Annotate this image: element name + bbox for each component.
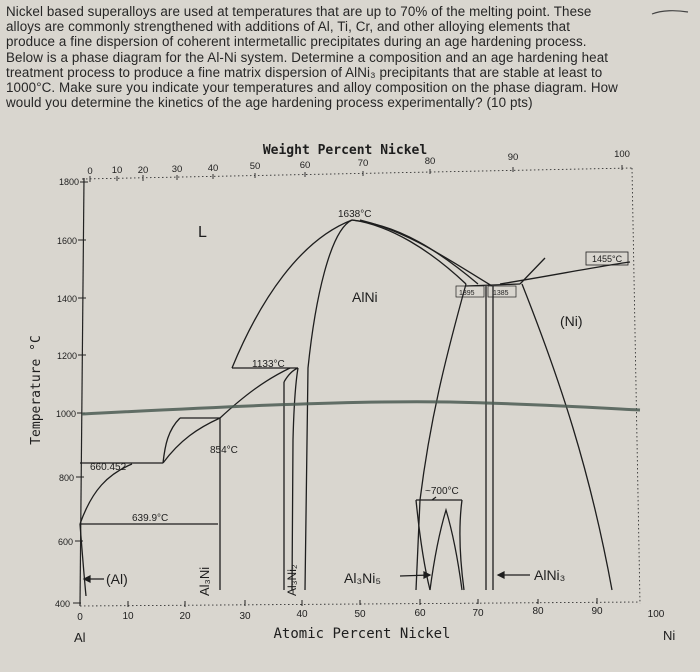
annotation-1638: 1638°C (338, 209, 371, 220)
top-tick-label: 10 (112, 165, 123, 176)
left-element-label: Al (74, 630, 86, 645)
bottom-tick-label: 60 (414, 608, 426, 619)
bottom-tick-label: 70 (472, 608, 484, 619)
y-tick-marks (73, 181, 88, 604)
top-tick-label: 50 (250, 161, 261, 172)
liquidus-al3ni2 (219, 367, 291, 419)
top-tick-label: 80 (425, 156, 436, 167)
top-tick-label: 20 (138, 165, 149, 176)
bottom-tick-label: 90 (591, 606, 603, 617)
y-tick-label: 600 (58, 537, 73, 547)
bottom-tick-label: 0 (77, 612, 83, 623)
question-line: alloys are commonly strengthened with ad… (6, 19, 571, 35)
bottom-tick-marks (127, 598, 598, 607)
y-tick-label: 400 (55, 599, 70, 609)
pencil-1000c-line (81, 400, 641, 416)
question-line: produce a fine dispersion of coherent in… (6, 34, 587, 50)
annotation-1455: 1455°C (592, 254, 623, 264)
al-solvus (79, 523, 87, 597)
bottom-tick-label: 80 (532, 606, 544, 617)
phase-label-alni: AlNi (352, 289, 378, 305)
bottom-tick-label: 40 (296, 609, 308, 620)
al3ni5-right-curve (459, 499, 465, 591)
phase-boundaries (79, 219, 631, 597)
annotation-1395: 1395 (459, 290, 475, 297)
annotation-660: 660.452 (90, 462, 127, 473)
y-tick-label: 1200 (57, 351, 77, 361)
top-tick-labels: 0 10 20 30 40 50 60 70 80 90 100 (87, 149, 630, 177)
top-axis-title: Weight Percent Nickel (263, 143, 427, 158)
question-line: 1000°C. Make sure you indicate your temp… (6, 80, 618, 96)
top-tick-label: 90 (508, 152, 519, 163)
alni-left-boundary (304, 219, 353, 591)
top-tick-label: 0 (87, 166, 92, 177)
question-line: Below is a phase diagram for the Al-Ni s… (6, 49, 609, 65)
phase-label-al: (Al) (106, 571, 128, 587)
y-tick-label: 1600 (57, 236, 77, 246)
al3ni5-dome (429, 507, 463, 591)
liquidus-alni-left (231, 219, 353, 369)
question-line: treatment process to produce a fine matr… (6, 64, 603, 80)
annotation-1133: 1133°C (252, 359, 285, 370)
phase-label-alni3: AlNi₃ (534, 567, 565, 583)
phase-label-al3ni5: Al₃Ni₅ (344, 570, 381, 586)
right-axis (631, 167, 641, 605)
annotation-700: ~700°C (425, 486, 459, 497)
phase-label-liquid: L (198, 224, 207, 241)
phase-label-al3ni2: Al₃Ni₂ (285, 564, 299, 596)
label-arrows (82, 496, 530, 583)
alni-solidus-right (351, 219, 467, 285)
temperature-annotations: 1638°C 1455°C 1133°C 854°C 660.452 639.9… (90, 209, 629, 524)
al3ni2-right-line (291, 367, 299, 591)
question-line: Nickel based superalloys are used at tem… (6, 4, 592, 19)
top-tick-label: 100 (614, 149, 630, 160)
al-liquidus (79, 463, 133, 525)
pencil-scribble (651, 10, 689, 15)
right-element-label: Ni (663, 628, 675, 643)
question-line: would you determine the kinetics of the … (6, 95, 533, 111)
al3ni-curve (162, 417, 181, 464)
ni-solidus-top (519, 257, 546, 285)
annotation-854: 854°C (210, 445, 238, 456)
bottom-tick-label: 10 (122, 611, 134, 622)
liquidus-al3ni (162, 417, 221, 464)
al3ni2-top (283, 367, 299, 383)
bottom-tick-label: 50 (354, 609, 366, 620)
top-tick-label: 40 (208, 163, 219, 174)
y-axis-title: Temperature °C (29, 335, 44, 445)
bottom-tick-labels: 0 10 20 30 40 50 60 70 80 90 100 (77, 606, 665, 623)
y-tick-label: 1000 (56, 409, 76, 419)
top-tick-marks (89, 165, 623, 182)
bottom-tick-label: 20 (179, 611, 191, 622)
bottom-tick-label: 30 (239, 611, 251, 622)
al3ni5-left-curve (415, 499, 431, 591)
liquidus-alni-right (351, 219, 479, 285)
y-tick-labels: 1800 1600 1400 1200 1000 800 600 400 (55, 177, 79, 609)
question-text: Nickel based superalloys are used at tem… (6, 4, 696, 110)
top-axis-line (81, 167, 633, 180)
liquidus-ni (499, 261, 631, 285)
bottom-axis-title: Atomic Percent Nickel (273, 626, 450, 642)
annotation-1385: 1385 (493, 290, 509, 297)
bottom-tick-label: 100 (648, 609, 665, 620)
annotation-639: 639.9°C (132, 513, 168, 524)
y-tick-label: 1800 (59, 177, 79, 187)
top-tick-label: 30 (172, 164, 183, 175)
top-tick-label: 70 (358, 158, 369, 169)
alni-right-boundary-upper (419, 283, 467, 501)
top-tick-label: 60 (300, 160, 311, 171)
phase-labels: L AlNi (Ni) (Al) Al₃Ni₅ AlNi₃ Al₃Ni Al₃N… (106, 224, 583, 596)
solidus-right-2 (359, 219, 493, 287)
y-tick-label: 1400 (57, 294, 77, 304)
phase-label-ni: (Ni) (560, 313, 583, 329)
phase-label-al3ni: Al₃Ni (197, 567, 212, 596)
y-tick-label: 800 (59, 473, 74, 483)
ni-solvus (521, 283, 613, 591)
